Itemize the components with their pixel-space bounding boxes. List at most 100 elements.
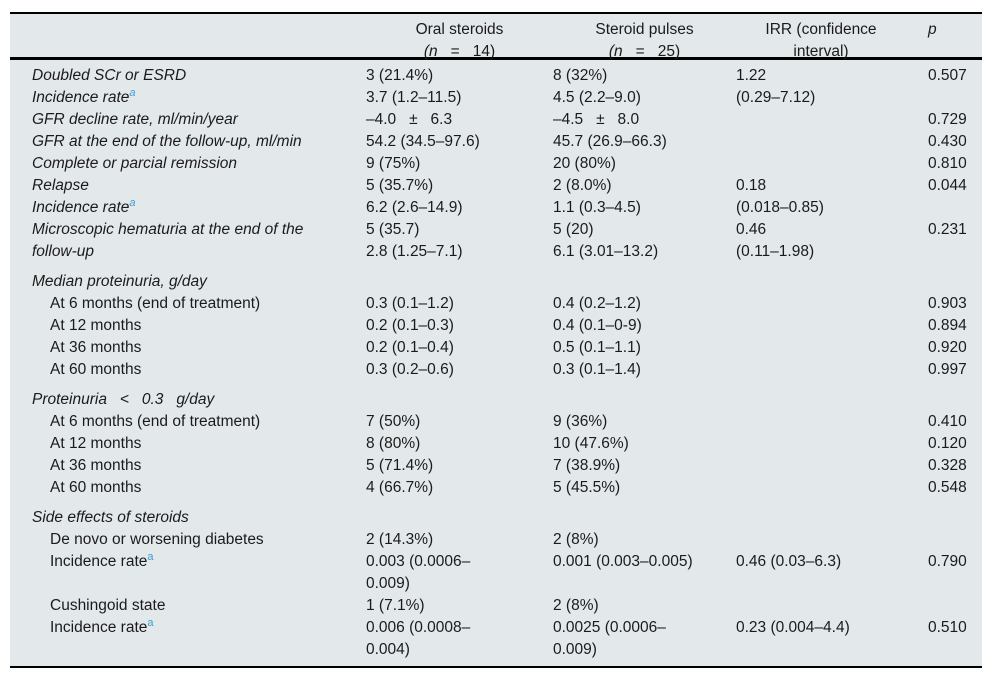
cell-steroid-pulses: 1.1 (0.3–4.5) xyxy=(553,199,641,216)
table-body: Doubled SCr or ESRD 3 (21.4%) 8 (32%) 1.22 0… xyxy=(10,60,982,661)
table-row: Proteinuria < 0.3 g/day xyxy=(10,389,982,411)
footnote-marker-a: a xyxy=(147,550,154,563)
row-label: At 12 months xyxy=(50,435,142,452)
row-label: Doubled SCr or ESRD xyxy=(32,67,187,84)
cell-irr: 1.22 xyxy=(736,67,767,84)
cell-steroid-pulses: –4.5 ± 8.0 xyxy=(553,111,640,128)
cell-steroid-pulses: 0.0025 (0.0006– 0.009) xyxy=(553,619,666,658)
cell-p: 0.328 xyxy=(928,457,967,474)
cell-steroid-pulses: 2 (8.0%) xyxy=(553,177,612,194)
header-irr: IRR (confidence interval) xyxy=(765,21,877,60)
row-label: At 12 months xyxy=(50,317,142,334)
row-label: Cushingoid state xyxy=(50,597,166,614)
table-row: De novo or worsening diabetes 2 (14.3%) 2 … xyxy=(10,529,982,551)
table-row: Incidence ratea 0.006 (0.0008– 0.004) 0.00… xyxy=(10,617,982,661)
cell-irr: 0.46 (0.11–1.98) xyxy=(736,221,815,260)
cell-steroid-pulses: 7 (38.9%) xyxy=(553,457,621,474)
cell-irr: 0.23 (0.004–4.4) xyxy=(736,619,850,636)
table-row: Microscopic hematuria at the end of the … xyxy=(10,219,982,263)
cell-oral-steroids: 8 (80%) xyxy=(366,435,421,452)
table-row: At 60 months 0.3 (0.2–0.6) 0.3 (0.1–1.4) 0.… xyxy=(10,359,982,381)
cell-p: 0.790 xyxy=(928,553,967,570)
cell-steroid-pulses: 5 (45.5%) xyxy=(553,479,621,496)
cell-irr: 0.18 xyxy=(736,177,767,194)
cell-steroid-pulses: 45.7 (26.9–66.3) xyxy=(553,133,667,150)
row-label: At 6 months (end of treatment) xyxy=(50,295,261,312)
row-label: Incidence ratea xyxy=(50,550,154,570)
row-label: Incidence ratea xyxy=(50,616,154,636)
cell-irr: (0.29–7.12) xyxy=(736,89,816,106)
cell-steroid-pulses: 2 (8%) xyxy=(553,597,599,614)
cell-oral-steroids: 1 (7.1%) xyxy=(366,597,425,614)
header-oral-steroids-n: (n = 14) xyxy=(366,41,553,63)
cell-steroid-pulses: 0.3 (0.1–1.4) xyxy=(553,361,641,378)
row-label: GFR decline rate, ml/min/year xyxy=(32,111,238,128)
table-row: At 36 months 0.2 (0.1–0.4) 0.5 (0.1–1.1) 0.… xyxy=(10,337,982,359)
cell-oral-steroids: 0.2 (0.1–0.4) xyxy=(366,339,454,356)
footnote-marker-a: a xyxy=(147,616,154,629)
cell-steroid-pulses: 0.4 (0.2–1.2) xyxy=(553,295,641,312)
cell-p: 0.510 xyxy=(928,619,967,636)
n-equals: = xyxy=(450,43,460,60)
cell-p: 0.507 xyxy=(928,67,967,84)
table-row: At 36 months 5 (71.4%) 7 (38.9%) 0.328 xyxy=(10,455,982,477)
row-label: At 6 months (end of treatment) xyxy=(50,413,261,430)
table-row: At 6 months (end of treatment) 7 (50%) 9 (… xyxy=(10,411,982,433)
cell-oral-steroids: 0.3 (0.1–1.2) xyxy=(366,295,454,312)
row-label: Side effects of steroids xyxy=(32,509,189,526)
cell-steroid-pulses: 8 (32%) xyxy=(553,67,608,84)
cell-irr: (0.018–0.85) xyxy=(736,199,824,216)
n-value: 25) xyxy=(657,43,681,60)
header-row-label-spacer xyxy=(32,19,366,63)
cell-oral-steroids: 5 (35.7%) xyxy=(366,177,434,194)
cell-p: 0.729 xyxy=(928,111,967,128)
row-label: Median proteinuria, g/day xyxy=(32,273,207,290)
table-row: Relapse 5 (35.7%) 2 (8.0%) 0.18 0.044 xyxy=(10,175,982,197)
cell-steroid-pulses: 0.4 (0.1–0-9) xyxy=(553,317,642,334)
n-open: (n xyxy=(423,43,438,60)
footnote-marker-a: a xyxy=(129,196,136,209)
row-label: Incidence ratea xyxy=(32,86,136,106)
cell-steroid-pulses: 9 (36%) xyxy=(553,413,608,430)
table-header-row: Oral steroids (n = 14) Steroid pulses (n… xyxy=(10,14,982,60)
cell-steroid-pulses: 20 (80%) xyxy=(553,155,616,172)
header-steroid-pulses: Steroid pulses (n = 25) xyxy=(553,19,736,63)
cell-p: 0.120 xyxy=(928,435,967,452)
results-table: Oral steroids (n = 14) Steroid pulses (n… xyxy=(10,12,982,668)
header-p-value: p xyxy=(928,21,937,38)
table-row: Doubled SCr or ESRD 3 (21.4%) 8 (32%) 1.22 0… xyxy=(10,65,982,87)
table-row: At 60 months 4 (66.7%) 5 (45.5%) 0.548 xyxy=(10,477,982,499)
cell-steroid-pulses: 10 (47.6%) xyxy=(553,435,629,452)
cell-steroid-pulses: 0.5 (0.1–1.1) xyxy=(553,339,641,356)
table-row: At 12 months 8 (80%) 10 (47.6%) 0.120 xyxy=(10,433,982,455)
cell-oral-steroids: 0.3 (0.2–0.6) xyxy=(366,361,454,378)
row-label: Relapse xyxy=(32,177,89,194)
n-open: (n xyxy=(608,43,623,60)
table-row: Cushingoid state 1 (7.1%) 2 (8%) xyxy=(10,595,982,617)
cell-steroid-pulses: 0.001 (0.003–0.005) xyxy=(553,553,693,570)
row-label: Incidence ratea xyxy=(32,196,136,216)
row-label: Microscopic hematuria at the end of the … xyxy=(32,221,304,260)
row-label: Proteinuria < 0.3 g/day xyxy=(32,391,215,408)
table-row: Incidence ratea 6.2 (2.6–14.9) 1.1 (0.3–4.… xyxy=(10,197,982,219)
header-steroid-pulses-n: (n = 25) xyxy=(553,41,736,63)
cell-irr: 0.46 (0.03–6.3) xyxy=(736,553,842,570)
cell-oral-steroids: 6.2 (2.6–14.9) xyxy=(366,199,463,216)
table-row: Incidence ratea 3.7 (1.2–11.5) 4.5 (2.2–9.… xyxy=(10,87,982,109)
table-row: Complete or parcial remission 9 (75%) 20 (… xyxy=(10,153,982,175)
row-label: De novo or worsening diabetes xyxy=(50,531,264,548)
n-equals: = xyxy=(635,43,645,60)
row-label: GFR at the end of the follow-up, ml/min xyxy=(32,133,302,150)
row-label: At 36 months xyxy=(50,457,142,474)
table-row: Incidence ratea 0.003 (0.0006– 0.009) 0.00… xyxy=(10,551,982,595)
table-row: GFR at the end of the follow-up, ml/min 5… xyxy=(10,131,982,153)
cell-oral-steroids: 7 (50%) xyxy=(366,413,421,430)
cell-oral-steroids: 5 (35.7) 2.8 (1.25–7.1) xyxy=(366,221,463,260)
cell-p: 0.997 xyxy=(928,361,967,378)
header-steroid-pulses-title: Steroid pulses xyxy=(595,21,694,38)
table-row: At 6 months (end of treatment) 0.3 (0.1–1… xyxy=(10,293,982,315)
cell-oral-steroids: –4.0 ± 6.3 xyxy=(366,111,453,128)
cell-p: 0.894 xyxy=(928,317,967,334)
n-value: 14) xyxy=(472,43,496,60)
cell-oral-steroids: 9 (75%) xyxy=(366,155,421,172)
